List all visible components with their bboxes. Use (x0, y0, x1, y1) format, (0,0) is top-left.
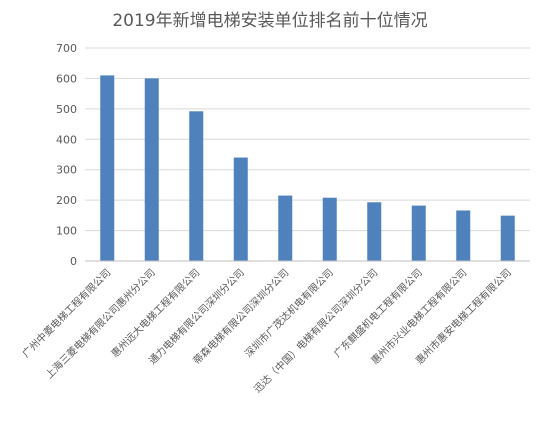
gridlines (85, 47, 530, 232)
x-category-label: 深圳市广茂达机电有限公司 (242, 266, 336, 360)
bar (189, 111, 204, 261)
bar (278, 195, 293, 261)
y-tick-label: 500 (56, 103, 77, 116)
bar (411, 205, 426, 261)
y-tick-label: 100 (56, 225, 77, 238)
y-axis-tick-labels: 0 100 200 300 400 500 600 700 (56, 42, 77, 268)
x-category-label: 广东麒盛机电工程有限公司 (331, 266, 425, 360)
x-category-label: 广州中菱电梯工程有限公司 (19, 266, 113, 360)
y-tick-label: 200 (56, 194, 77, 207)
y-tick-label: 400 (56, 133, 77, 146)
chart-title: 2019年新增电梯安装单位排名前十位情况 (112, 11, 427, 31)
bar (100, 75, 115, 261)
bar (144, 78, 159, 261)
bar (322, 197, 337, 261)
y-tick-label: 600 (56, 72, 77, 85)
bar (500, 215, 515, 261)
y-tick-label: 300 (56, 164, 77, 177)
bar (456, 210, 471, 261)
bar (367, 202, 382, 261)
bar (233, 157, 248, 261)
y-tick-label: 700 (56, 42, 77, 55)
x-axis-category-labels: 广州中菱电梯工程有限公司上海三菱电梯有限公司惠州分公司惠州远大电梯工程有限公司通… (19, 266, 514, 395)
x-category-label: 惠州远大电梯工程有限公司 (108, 266, 202, 360)
y-tick-label: 0 (70, 255, 77, 268)
bars (100, 75, 515, 261)
